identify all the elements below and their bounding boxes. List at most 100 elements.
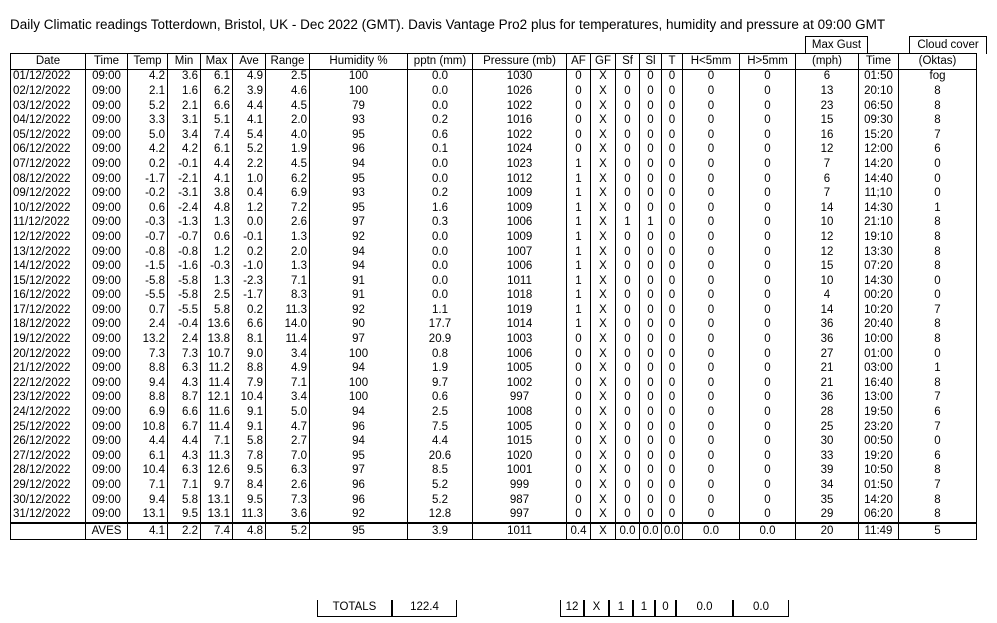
table-cell: 96 xyxy=(309,478,408,493)
table-cell: 0 xyxy=(615,288,640,304)
table-cell: 95 xyxy=(309,200,408,216)
table-cell: 4.7 xyxy=(265,419,310,435)
table-cell: 0 xyxy=(661,157,683,172)
table-cell: 09:00 xyxy=(85,492,128,508)
table-cell: 10 xyxy=(795,273,859,289)
table-cell: 11.4 xyxy=(265,332,310,347)
table-cell: X xyxy=(590,288,616,304)
table-cell: 0 xyxy=(661,317,683,333)
table-row: 18/12/2022 09:00 2.4 -0.4 13.6 6.6 14.0 90 17.7 1… xyxy=(10,317,977,333)
table-cell: 3.4 xyxy=(265,346,310,362)
table-cell: 0 xyxy=(739,419,796,435)
table-cell: X xyxy=(590,259,616,274)
table-cell: 0.0 xyxy=(407,98,473,114)
table-cell: 97 xyxy=(309,332,408,347)
table-cell: 1006 xyxy=(472,346,567,362)
table-cell: 1.1 xyxy=(407,303,473,318)
table-cell: 4.2 xyxy=(167,142,201,158)
table-cell: 09:00 xyxy=(85,405,128,420)
table-cell: 09:00 xyxy=(85,259,128,274)
table-cell: 3.6 xyxy=(167,68,201,85)
table-cell: 20/12/2022 xyxy=(10,346,86,362)
table-cell: 0 xyxy=(898,434,977,450)
table-cell: 09:00 xyxy=(85,346,128,362)
table-cell: 7.1 xyxy=(167,478,201,493)
column-header: Sl xyxy=(639,53,662,70)
table-cell: 13:30 xyxy=(858,244,899,260)
table-cell: 2.0 xyxy=(265,244,310,260)
table-cell: 4.8 xyxy=(200,200,233,216)
table-cell: 0 xyxy=(639,303,662,318)
table-cell: 0 xyxy=(639,463,662,479)
table-cell: 22/12/2022 xyxy=(10,376,86,391)
table-cell: -2.4 xyxy=(167,200,201,216)
table-cell: X xyxy=(590,113,616,128)
table-cell: 0 xyxy=(661,288,683,304)
table-cell: 4.5 xyxy=(265,98,310,114)
table-row: 30/12/2022 09:00 9.4 5.8 13.1 9.5 7.3 96 5.2 987 0… xyxy=(10,492,977,508)
table-cell: 39 xyxy=(795,463,859,479)
table-row: 16/12/2022 09:00 -5.5 -5.8 2.5 -1.7 8.3 91 0.0 10… xyxy=(10,288,977,304)
table-cell: 1 xyxy=(566,244,591,260)
table-cell: 7 xyxy=(795,157,859,172)
table-cell: 0 xyxy=(661,449,683,464)
table-cell: 0.2 xyxy=(232,303,266,318)
table-cell: -0.2 xyxy=(127,186,168,201)
table-cell: 9.1 xyxy=(232,405,266,420)
table-cell: 100 xyxy=(309,68,408,85)
column-header: AF xyxy=(566,53,591,70)
table-cell: 0 xyxy=(639,405,662,420)
table-cell: -0.8 xyxy=(127,244,168,260)
column-header: Min xyxy=(167,53,201,70)
table-cell: 5.8 xyxy=(232,434,266,450)
table-cell: 1 xyxy=(566,303,591,318)
table-cell: 1.2 xyxy=(200,244,233,260)
table-cell: 0 xyxy=(739,142,796,158)
table-cell: 0 xyxy=(639,186,662,201)
table-cell: 1014 xyxy=(472,317,567,333)
table-cell: 0 xyxy=(739,113,796,128)
table-cell: 3.6 xyxy=(265,507,310,523)
table-cell: 8.3 xyxy=(265,288,310,304)
table-cell: 04/12/2022 xyxy=(10,113,86,128)
table-cell: 15 xyxy=(795,113,859,128)
table-cell: 0.2 xyxy=(127,157,168,172)
table-cell: 997 xyxy=(472,390,567,406)
table-cell: 0 xyxy=(739,303,796,318)
table-cell: 6.6 xyxy=(232,317,266,333)
table-cell: 4 xyxy=(795,288,859,304)
table-cell: 5.2 xyxy=(232,142,266,158)
table-cell: 2.4 xyxy=(127,317,168,333)
table-cell: 8 xyxy=(898,376,977,391)
table-cell: 94 xyxy=(309,405,408,420)
table-cell: 9.0 xyxy=(232,346,266,362)
table-cell: 0 xyxy=(682,113,740,128)
table-cell: -5.8 xyxy=(167,273,201,289)
table-cell: 1.9 xyxy=(265,142,310,158)
table-cell: 0 xyxy=(682,478,740,493)
table-row: 26/12/2022 09:00 4.4 4.4 7.1 5.8 2.7 94 4.4 1015 0… xyxy=(10,434,977,450)
table-cell: 14:20 xyxy=(858,157,899,172)
averages-cell: 0.0 xyxy=(739,521,796,540)
table-cell: 1016 xyxy=(472,113,567,128)
table-cell: 0 xyxy=(615,376,640,391)
table-cell: -0.3 xyxy=(127,215,168,231)
table-cell: 0 xyxy=(739,361,796,377)
table-cell: 1.3 xyxy=(265,230,310,245)
table-cell: 7 xyxy=(898,390,977,406)
table-cell: 4.2 xyxy=(127,68,168,85)
table-cell: 0 xyxy=(566,98,591,114)
table-cell: 0 xyxy=(639,113,662,128)
table-cell: 0 xyxy=(615,449,640,464)
table-cell: 0.0 xyxy=(407,244,473,260)
table-cell: 09:00 xyxy=(85,171,128,187)
averages-cell: 1011 xyxy=(472,521,567,540)
table-cell: 10/12/2022 xyxy=(10,200,86,216)
column-header: (mph) xyxy=(795,53,859,70)
table-cell: X xyxy=(590,492,616,508)
table-cell: 1.2 xyxy=(232,200,266,216)
table-cell: X xyxy=(590,244,616,260)
table-cell: -5.8 xyxy=(167,288,201,304)
table-cell: 0.0 xyxy=(407,84,473,99)
table-cell: 06:50 xyxy=(858,98,899,114)
